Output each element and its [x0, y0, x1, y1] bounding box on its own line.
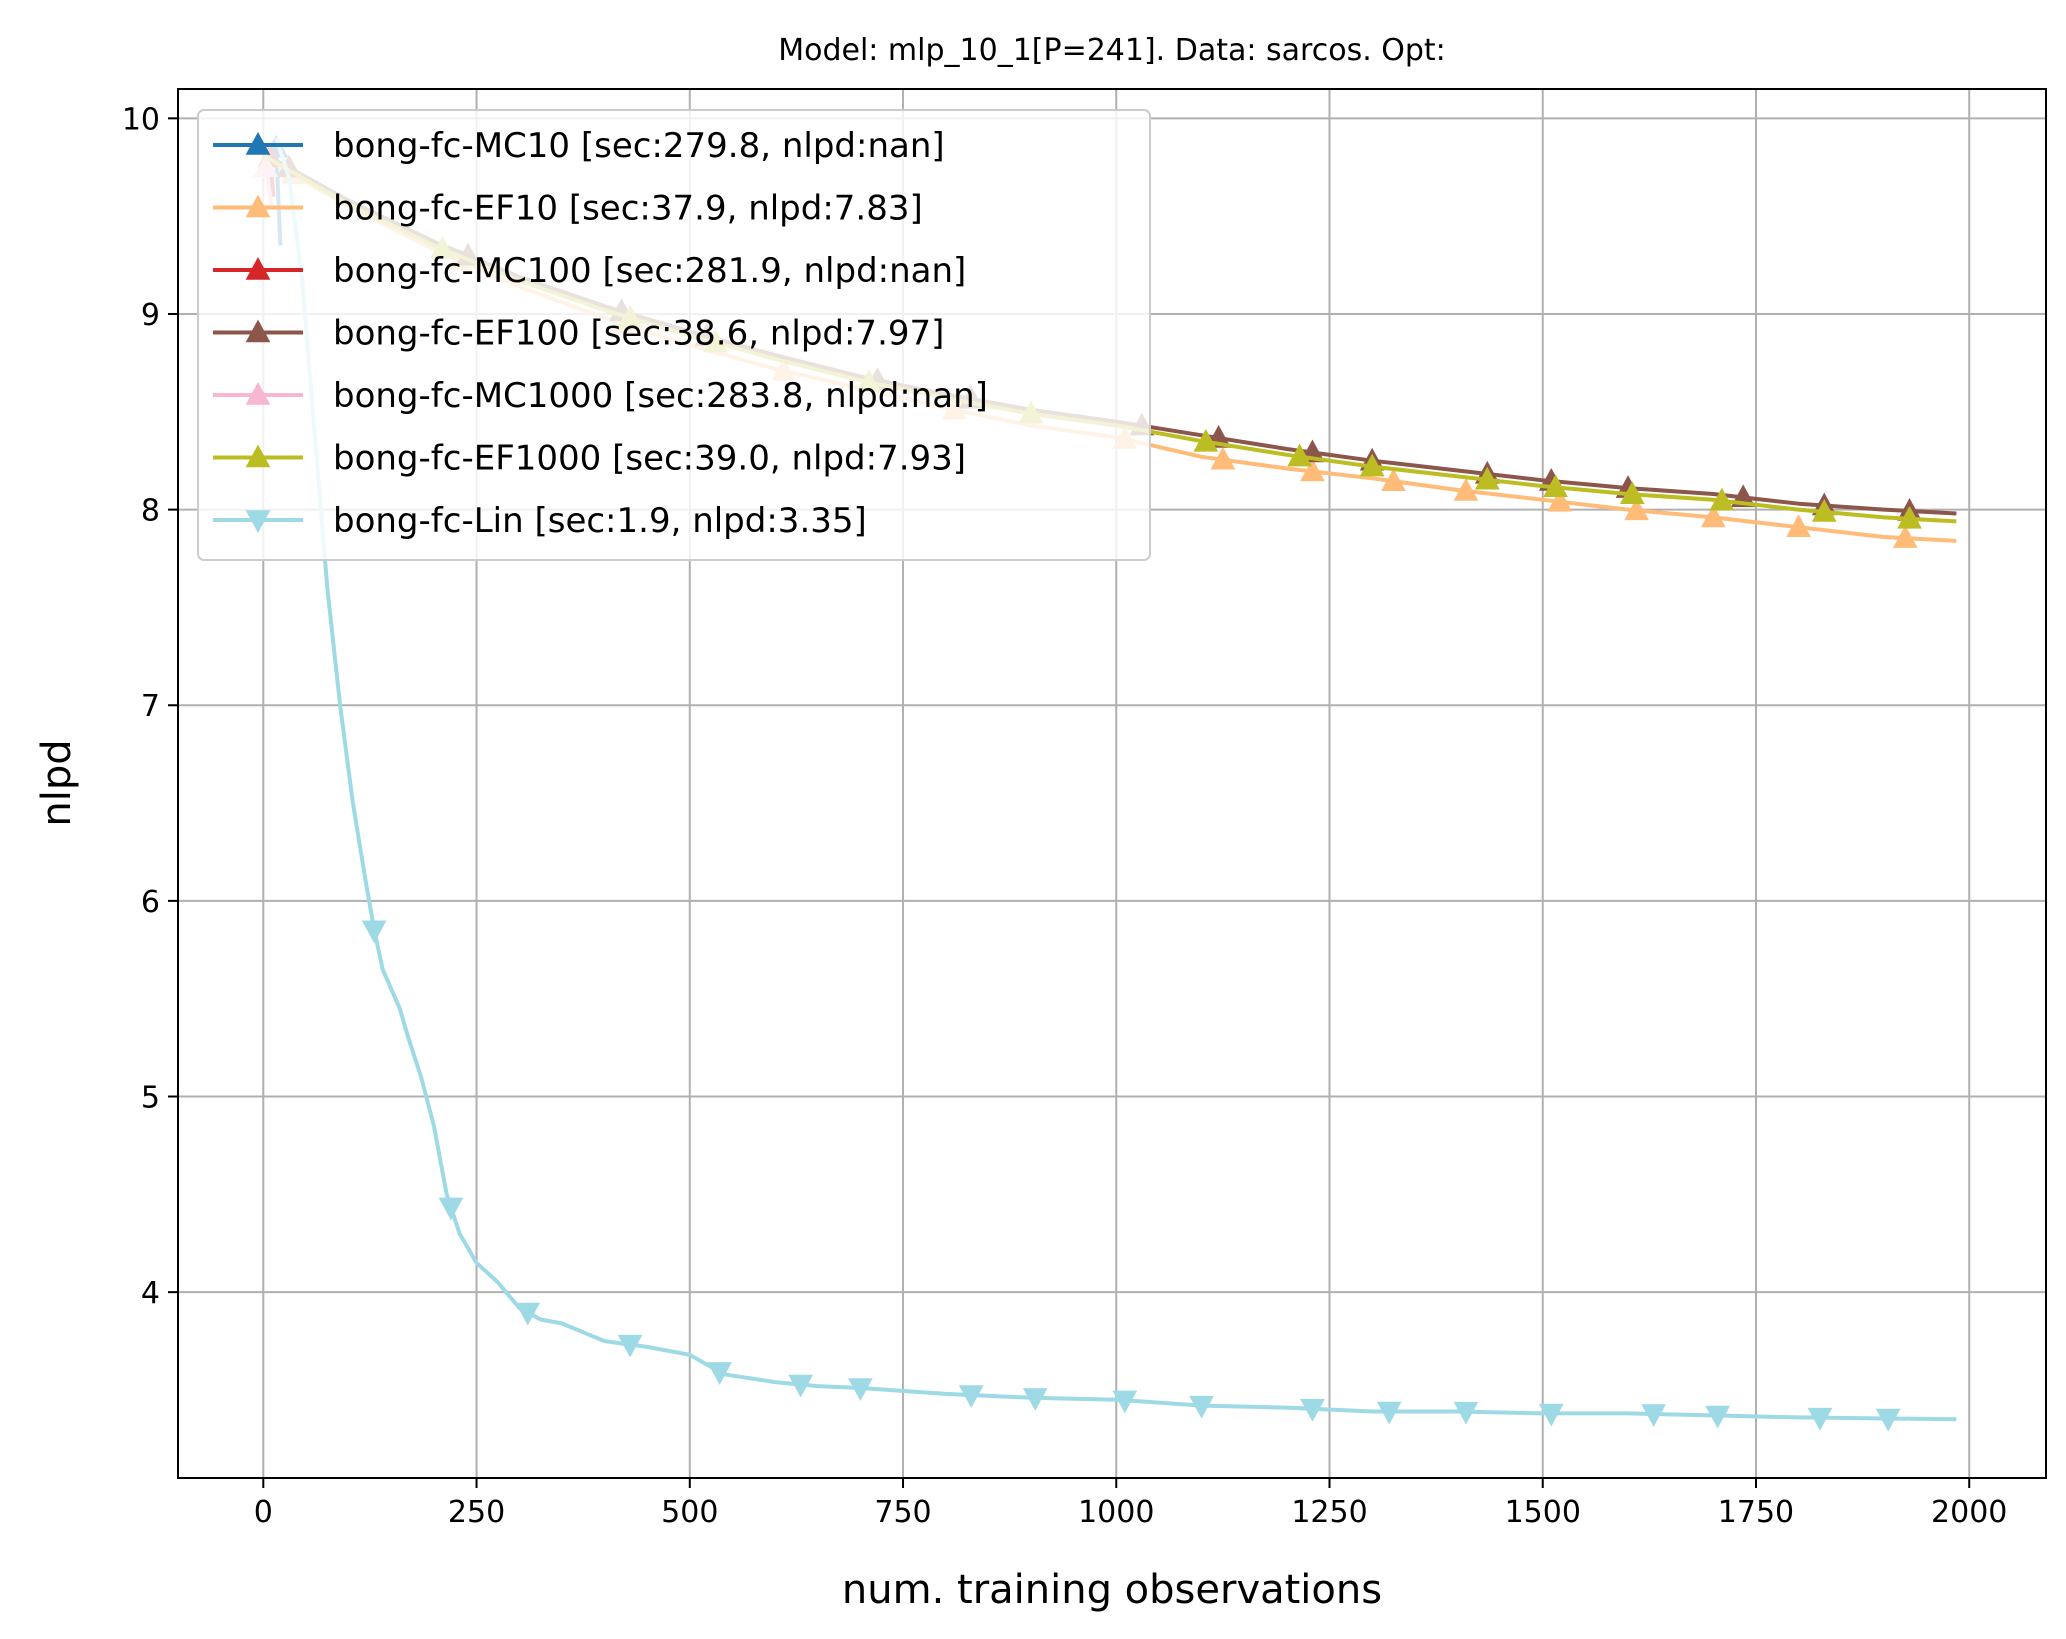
series-marker [1193, 428, 1219, 452]
legend: bong-fc-MC10 [sec:279.8, nlpd:nan] bong-f… [197, 109, 1151, 561]
legend-swatch-marker [245, 444, 271, 468]
legend-swatch-marker [245, 319, 271, 343]
x-tick-label: 250 [448, 1495, 505, 1530]
series-marker [1709, 487, 1735, 511]
legend-label: bong-fc-MC100 [sec:281.9, nlpd:nan] [333, 251, 966, 291]
series-marker [515, 1302, 541, 1326]
series-marker [617, 1334, 643, 1358]
y-tick-label: 10 [122, 102, 160, 137]
ticks: 0 250 500 750 1000 1250 1500 1750 2000 4 5 6 7 8 9 10 [122, 102, 2008, 1530]
x-tick-label: 0 [254, 1495, 273, 1530]
legend-label: bong-fc-EF100 [sec:38.6, nlpd:7.97] [333, 314, 944, 354]
y-tick-label: 7 [141, 689, 160, 724]
y-axis-label: nlpd [34, 739, 80, 826]
series-marker [1381, 468, 1406, 491]
series-marker [1641, 1404, 1666, 1428]
series-marker [1547, 488, 1573, 512]
series-marker [438, 1197, 464, 1221]
legend-item: bong-fc-MC10 [sec:279.8, nlpd:nan] [213, 126, 945, 166]
legend-item: bong-fc-MC1000 [sec:283.8, nlpd:nan] [213, 376, 988, 416]
legend-swatch-marker [245, 257, 271, 280]
x-tick-label: 1750 [1718, 1495, 1794, 1530]
series-marker [1376, 1401, 1402, 1425]
legend-label: bong-fc-MC10 [sec:279.8, nlpd:nan] [333, 126, 945, 166]
series-marker [1359, 453, 1385, 477]
series-marker [1543, 474, 1568, 498]
series-marker [1705, 1405, 1730, 1429]
series-marker [1700, 504, 1726, 528]
series-7 [274, 137, 1957, 1432]
series-marker [1453, 478, 1479, 501]
y-tick-label: 4 [141, 1276, 160, 1311]
series-marker [1624, 497, 1649, 521]
y-tick-label: 6 [141, 885, 160, 920]
legend-label: bong-fc-EF1000 [sec:39.0, nlpd:7.93] [333, 439, 966, 479]
legend-item: bong-fc-Lin [sec:1.9, nlpd:3.35] [213, 501, 867, 541]
y-tick-label: 9 [141, 298, 160, 333]
series-marker [1538, 1403, 1564, 1427]
legend-item: bong-fc-EF100 [sec:38.6, nlpd:7.97] [213, 314, 944, 354]
series-marker [1811, 498, 1837, 522]
series-marker [1300, 1398, 1325, 1422]
series-marker [1022, 1388, 1048, 1411]
x-tick-label: 750 [874, 1495, 931, 1530]
series-marker [1807, 1407, 1833, 1431]
x-tick-label: 1250 [1291, 1495, 1367, 1530]
legend-item: bong-fc-EF10 [sec:37.9, nlpd:7.83] [213, 189, 923, 229]
plot-frame [177, 88, 2047, 1479]
series-marker [788, 1374, 814, 1398]
legend-label: bong-fc-EF10 [sec:37.9, nlpd:7.83] [333, 189, 923, 229]
y-tick-label: 8 [141, 494, 160, 529]
series-marker [1287, 443, 1313, 467]
legend-swatch-marker [245, 510, 271, 533]
legend-box [197, 109, 1151, 561]
series-marker [848, 1378, 873, 1402]
x-axis-label: num. training observations [842, 1567, 1382, 1613]
series-marker [1453, 1401, 1479, 1425]
legend-swatch-marker [245, 132, 271, 155]
legend-swatch-marker [245, 194, 271, 218]
series-marker [1210, 446, 1236, 470]
x-tick-label: 500 [661, 1495, 718, 1530]
legend-item: bong-fc-EF1000 [sec:39.0, nlpd:7.93] [213, 439, 966, 479]
legend-label: bong-fc-MC1000 [sec:283.8, nlpd:nan] [333, 376, 988, 416]
series-marker [707, 1362, 732, 1385]
y-tick-label: 5 [141, 1081, 160, 1116]
x-tick-label: 1500 [1505, 1495, 1581, 1530]
series-marker [361, 920, 387, 944]
x-tick-label: 2000 [1931, 1495, 2007, 1530]
series-marker [1189, 1395, 1214, 1419]
series-marker [1474, 466, 1500, 490]
series-marker [1875, 1408, 1901, 1432]
x-tick-label: 1000 [1078, 1495, 1154, 1530]
legend-swatch-marker [245, 382, 271, 405]
series-marker [1300, 458, 1325, 482]
series-marker [1619, 481, 1645, 505]
series-marker [1892, 525, 1918, 548]
series-marker [1112, 1390, 1138, 1414]
series-marker [958, 1385, 984, 1409]
series-marker [1786, 514, 1811, 537]
series-marker [1897, 505, 1922, 529]
chart-title: Model: mlp_10_1[P=241]. Data: sarcos. Op… [778, 33, 1446, 68]
legend-label: bong-fc-Lin [sec:1.9, nlpd:3.35] [333, 501, 867, 541]
legend-item: bong-fc-MC100 [sec:281.9, nlpd:nan] [213, 251, 966, 291]
